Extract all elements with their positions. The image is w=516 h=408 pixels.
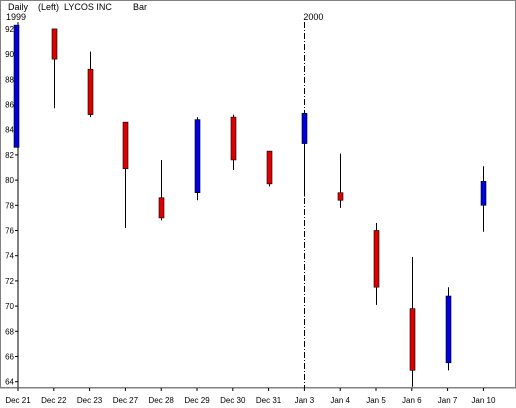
x-tick-label: Jan 5: [366, 396, 386, 405]
candle: [301, 113, 308, 197]
y-tick-label-82: 82: [5, 151, 14, 160]
candle-body: [194, 119, 201, 194]
header-axis-side: (Left): [38, 2, 60, 12]
candle: [13, 24, 20, 148]
candle: [409, 256, 416, 387]
x-tick-label: Dec 31: [256, 396, 282, 405]
y-tick-label-72: 72: [5, 277, 14, 286]
x-axis: Dec 21 Dec 22 Dec 23 Dec 27 Dec 28 Dec 29 Dec …: [0, 387, 516, 405]
candle-body: [122, 121, 129, 170]
y-tick-label-78: 78: [5, 201, 14, 210]
candle-body: [337, 192, 344, 201]
y-tick-label-90: 90: [5, 50, 14, 59]
y-tick-label-84: 84: [5, 126, 14, 135]
candle: [87, 51, 94, 118]
x-tick-label: Dec 23: [77, 396, 103, 405]
y-tick-label-88: 88: [5, 75, 14, 84]
x-tick-label: Jan 7: [438, 396, 458, 405]
candle: [230, 114, 237, 171]
candle-body: [13, 24, 20, 148]
candle-body: [480, 181, 487, 206]
candle-body: [301, 113, 308, 144]
candles: [13, 24, 487, 387]
header-style: Bar: [133, 2, 148, 12]
y-tick-label-92: 92: [5, 25, 14, 34]
header-period: Daily: [8, 2, 29, 12]
x-tick-label: Dec 21: [5, 396, 31, 405]
year-label-2000: 2000: [303, 12, 324, 22]
candle: [337, 153, 344, 208]
candle-body: [158, 197, 165, 219]
x-tick-label: Jan 6: [402, 396, 422, 405]
y-tick-label-74: 74: [5, 252, 14, 261]
candle-body: [445, 295, 452, 364]
y-tick-label-86: 86: [5, 101, 14, 110]
y-tick-label-80: 80: [5, 176, 14, 185]
candle: [122, 121, 129, 228]
x-tick-label: Jan 3: [295, 396, 315, 405]
x-tick-label: Dec 27: [113, 396, 139, 405]
candle: [480, 166, 487, 232]
candle: [373, 222, 380, 305]
candle-body: [87, 68, 94, 115]
candle-body: [51, 28, 58, 60]
x-tick-label: Jan 10: [471, 396, 496, 405]
x-tick-label: Jan 4: [330, 396, 350, 405]
candle-body: [266, 150, 273, 185]
x-tick-label: Dec 30: [220, 396, 246, 405]
x-tick-label: Dec 29: [184, 396, 210, 405]
candle-body: [373, 230, 380, 288]
y-tick-label-64: 64: [5, 378, 14, 387]
y-tick-label-68: 68: [5, 327, 14, 336]
year-label-1999: 1999: [6, 12, 27, 22]
y-axis: 64 66 68 70 72 74 76 78 80 82 84 86 88 90 92: [5, 22, 19, 388]
candle-body: [409, 308, 416, 371]
x-tick-label: Dec 22: [41, 396, 67, 405]
y-tick-label-66: 66: [5, 353, 14, 362]
candle: [51, 28, 58, 109]
x-tick-label: Dec 28: [149, 396, 175, 405]
y-tick-label-70: 70: [5, 302, 14, 311]
candle-body: [230, 116, 237, 161]
candle: [194, 117, 201, 201]
candle: [158, 159, 165, 221]
plot-frame: [0, 0, 516, 388]
candle: [266, 150, 273, 187]
header-symbol: LYCOS INC: [64, 2, 112, 12]
candle: [445, 287, 452, 371]
y-tick-label-76: 76: [5, 227, 14, 236]
